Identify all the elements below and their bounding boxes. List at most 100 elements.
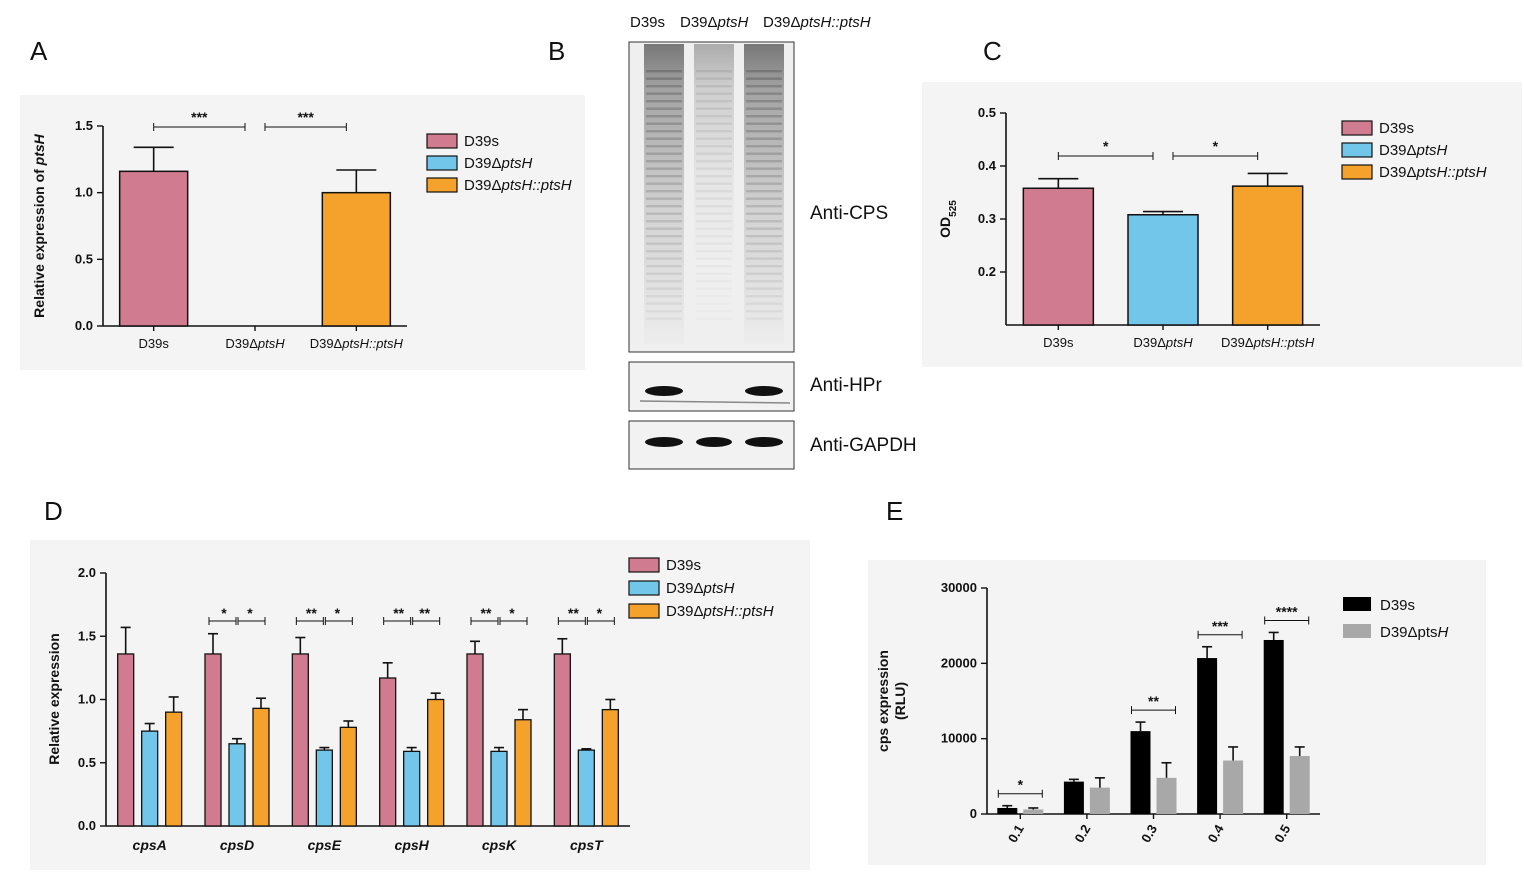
x-tick-label-text: D39Δ xyxy=(1221,335,1254,350)
cps-band-lane-3 xyxy=(746,310,782,313)
blot-gapdh-band-lane-3 xyxy=(745,437,783,447)
bar-1 xyxy=(1127,214,1199,326)
y-tick-label: 1.5 xyxy=(75,118,93,133)
cps-band-lane-2 xyxy=(696,160,732,163)
legend-label-2-italic: ptsH::ptsH xyxy=(501,177,572,194)
legend-label-0: D39s xyxy=(464,133,499,150)
y-tick-label: 20000 xyxy=(941,655,977,670)
significance-label-right-2: ** xyxy=(419,605,430,621)
y-tick-label: 0.0 xyxy=(75,318,93,333)
bar-series-2-cpsE xyxy=(339,726,357,827)
cps-band-lane-1 xyxy=(646,107,682,110)
cps-band-lane-2 xyxy=(696,310,732,312)
cps-band-lane-1 xyxy=(646,250,682,253)
y-tick-label: 0 xyxy=(970,806,977,821)
cps-band-lane-3 xyxy=(746,272,782,275)
cps-band-lane-1 xyxy=(646,272,682,275)
y-tick-label: 1.0 xyxy=(78,692,96,707)
cps-band-lane-2 xyxy=(696,190,732,193)
x-tick-label-cpsH: cpsH xyxy=(395,837,430,853)
cps-band-lane-1 xyxy=(646,287,682,290)
legend-swatch-0 xyxy=(628,557,660,573)
blot-label-anti-cps: Anti-CPS xyxy=(810,203,888,224)
x-tick-label: D39ΔptsH::ptsH xyxy=(1221,335,1315,350)
cps-band-lane-3 xyxy=(746,197,782,200)
legend-label-2-text: D39Δ xyxy=(464,177,502,194)
bar-series-1-cpsA xyxy=(141,730,159,827)
cps-band-lane-1 xyxy=(646,235,682,238)
bar-series-0-0.3 xyxy=(1130,731,1151,814)
bar-2 xyxy=(321,191,392,327)
legend-label-2: D39ΔptsH::ptsH xyxy=(666,603,774,620)
cps-band-lane-1 xyxy=(646,302,682,305)
legend-label-1-italic: H xyxy=(1438,624,1449,641)
x-tick-label-italic: ptsH xyxy=(1165,335,1193,350)
legend-label-1-italic: ptsH xyxy=(703,580,735,597)
bar-series-0-0.2 xyxy=(1063,781,1084,814)
cps-band-lane-2 xyxy=(696,273,732,275)
cps-band-lane-3 xyxy=(746,92,782,95)
cps-band-lane-1 xyxy=(646,100,682,103)
blot-cps-ladder-bands xyxy=(646,70,782,320)
legend-label-1: D39ΔptsH xyxy=(666,580,735,597)
bar-series-1-0.5 xyxy=(1289,755,1310,814)
blot-gapdh-band-lane-2 xyxy=(696,437,732,447)
blot-cps-lane-3-smear xyxy=(744,44,784,344)
cps-band-lane-3 xyxy=(746,182,782,185)
cps-band-lane-3 xyxy=(746,85,782,88)
legend-swatch-1 xyxy=(1343,624,1371,638)
cps-band-lane-2 xyxy=(696,167,732,170)
legend-label-0-text: D39s xyxy=(1379,120,1414,137)
legend-label-2-text: D39Δ xyxy=(666,603,704,620)
x-tick-label-cpsT: cpsT xyxy=(570,837,604,853)
legend-label-2-italic: ptsH::ptsH xyxy=(1416,164,1487,181)
blot-label-anti-gapdh: Anti-GAPDH xyxy=(810,435,917,456)
cps-band-lane-3 xyxy=(746,250,782,253)
panel-label-e: E xyxy=(886,496,903,526)
x-tick-label-text: D39Δ xyxy=(1133,335,1166,350)
cps-band-lane-2 xyxy=(696,152,732,155)
cps-band-lane-2 xyxy=(696,227,732,230)
bar-series-0-cpsD xyxy=(204,653,222,827)
legend-label-0-text: D39s xyxy=(666,557,701,574)
legend-label-0: D39s xyxy=(1379,120,1414,137)
significance-label-0: *** xyxy=(191,109,208,125)
cps-band-lane-1 xyxy=(646,115,682,118)
y-axis-label-text: Relative expression of xyxy=(31,165,47,318)
panel-label-a: A xyxy=(30,36,48,66)
cps-band-lane-3 xyxy=(746,70,782,73)
cps-band-lane-2 xyxy=(696,70,732,73)
y-axis-label-line-2: (RLU) xyxy=(892,682,908,720)
cps-band-lane-1 xyxy=(646,152,682,155)
bar-series-0-cpsK xyxy=(466,653,484,827)
blot-hpr-band-lane-1 xyxy=(645,386,683,396)
bar-series-1-0.2 xyxy=(1089,787,1110,814)
cps-band-lane-2 xyxy=(696,220,732,223)
cps-band-lane-3 xyxy=(746,212,782,215)
panel-label-c: C xyxy=(983,36,1002,66)
bar-series-1-cpsE xyxy=(315,749,333,827)
cps-band-lane-3 xyxy=(746,152,782,155)
bar-series-2-cpsT xyxy=(601,708,619,827)
cps-band-lane-3 xyxy=(746,317,782,320)
cps-band-lane-1 xyxy=(646,220,682,223)
cps-band-lane-3 xyxy=(746,235,782,238)
cps-band-lane-1 xyxy=(646,257,682,260)
x-tick-label-cpsE: cpsE xyxy=(308,837,342,853)
significance-label-right-3: * xyxy=(509,605,515,621)
cps-band-lane-1 xyxy=(646,310,682,313)
legend-label-2-italic: ptsH::ptsH xyxy=(703,603,774,620)
bar-series-0-0.5 xyxy=(1263,639,1284,814)
blot-lane-label-1: D39s xyxy=(630,14,665,31)
bar-series-0-0.1 xyxy=(997,807,1018,814)
cps-band-lane-2 xyxy=(696,175,732,178)
legend-swatch-0 xyxy=(1341,120,1373,136)
y-tick-label: 0.2 xyxy=(978,264,996,279)
cps-band-lane-1 xyxy=(646,167,682,170)
legend-swatch-0 xyxy=(1343,597,1371,611)
cps-band-lane-1 xyxy=(646,160,682,163)
bar-series-1-cpsK xyxy=(490,750,508,827)
cps-band-lane-2 xyxy=(696,303,732,305)
cps-band-lane-2 xyxy=(696,145,732,148)
